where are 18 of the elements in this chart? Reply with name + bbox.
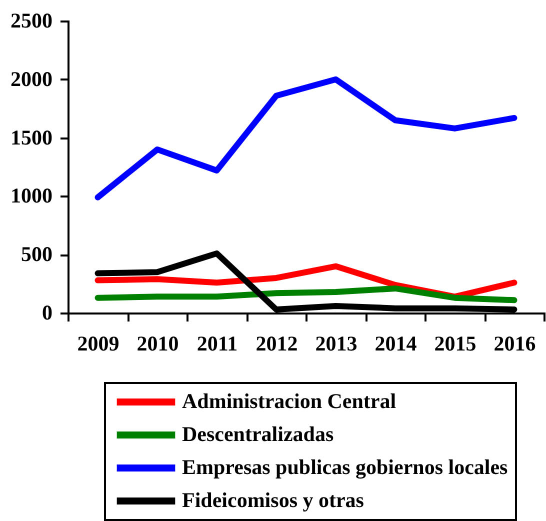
- x-tick-label: 2014: [374, 332, 418, 356]
- x-tick-label: 2013: [315, 332, 358, 356]
- y-tick-label: 500: [21, 242, 52, 266]
- x-tick-label: 2015: [434, 332, 476, 356]
- x-tick-label: 2009: [77, 332, 120, 356]
- legend-label: Empresas publicas gobiernos locales: [182, 455, 508, 479]
- x-tick-label: 2012: [256, 332, 298, 356]
- y-tick-label: 2000: [10, 66, 52, 91]
- x-tick-label: 2016: [494, 332, 536, 356]
- legend-label: Administracion Central: [182, 389, 396, 413]
- y-tick-label: 0: [42, 300, 52, 324]
- legend-label: Fideicomisos y otras: [182, 488, 364, 512]
- legend-label: Descentralizadas: [182, 422, 334, 446]
- y-tick-label: 1500: [10, 125, 52, 150]
- y-tick-label: 1000: [10, 184, 52, 208]
- x-tick-label: 2011: [196, 332, 238, 356]
- y-tick-label: 2500: [10, 8, 52, 32]
- x-tick-label: 2010: [136, 332, 179, 356]
